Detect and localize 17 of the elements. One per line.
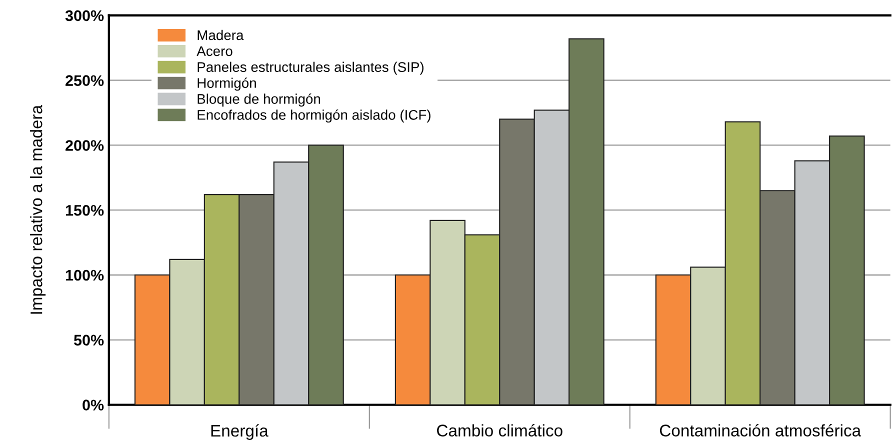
x-tick-label: Energía [211, 424, 268, 440]
y-tick-label: 50% [74, 334, 104, 346]
legend-label: Bloque de hormigón [198, 94, 320, 107]
y-tick-label: 250% [66, 75, 104, 86]
y-tick-label: 300% [65, 10, 104, 22]
legend-label: Acero [196, 46, 232, 56]
x-tick-label: Cambio climático [437, 424, 562, 436]
x-tick-label: Contaminación atmosférica [660, 424, 862, 436]
legend-label: Madera [198, 30, 244, 40]
y-tick-label: 200% [66, 140, 104, 151]
y-tick-label: 0% [82, 400, 104, 410]
y-tick-label: 100% [66, 270, 104, 281]
y-axis-title: Impacto relativo a la madera [30, 104, 46, 314]
legend-label: Hormigón [198, 78, 256, 91]
y-tick-label: 150% [66, 204, 104, 216]
legend-label: Encofrados de hormigón aislado (ICF) [198, 109, 430, 123]
legend-label: Paneles estructurales aislantes (SIP) [198, 62, 424, 75]
